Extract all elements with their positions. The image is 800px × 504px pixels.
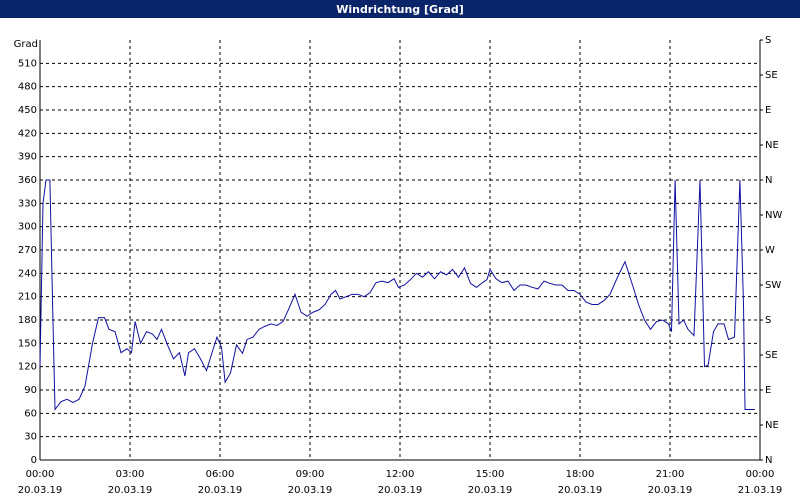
chart-title: Windrichtung [Grad] <box>336 3 464 16</box>
y-tick-label: 60 <box>24 408 37 419</box>
y-tick-label: 390 <box>18 152 37 163</box>
x-tick-date: 20.03.19 <box>648 485 693 496</box>
x-tick-date: 21.03.19 <box>738 485 783 496</box>
y-tick-label: 510 <box>18 58 37 69</box>
y2-tick-label: E <box>765 105 771 116</box>
y-tick-label: 270 <box>18 245 37 256</box>
x-tick-date: 20.03.19 <box>108 485 153 496</box>
x-tick-date: 20.03.19 <box>198 485 243 496</box>
y-axis-title: Grad <box>14 39 38 50</box>
y-tick-label: 180 <box>18 315 37 326</box>
y2-tick-label: NE <box>765 140 779 151</box>
y2-tick-label: S <box>765 35 771 46</box>
y2-tick-label: SW <box>765 280 781 291</box>
x-tick-label: 21:00 <box>656 469 685 480</box>
x-tick-label: 03:00 <box>116 469 145 480</box>
x-tick-label: 00:00 <box>26 469 55 480</box>
y-tick-label: 240 <box>18 268 37 279</box>
x-tick-label: 15:00 <box>476 469 505 480</box>
x-tick-label: 06:00 <box>206 469 235 480</box>
y-tick-label: 330 <box>18 198 37 209</box>
x-tick-date: 20.03.19 <box>18 485 63 496</box>
x-tick-date: 20.03.19 <box>378 485 423 496</box>
y2-tick-label: SE <box>765 70 778 81</box>
y-tick-label: 300 <box>18 222 37 233</box>
x-tick-label: 12:00 <box>386 469 415 480</box>
y2-tick-label: W <box>765 245 775 256</box>
y-tick-label: 120 <box>18 362 37 373</box>
title-bar <box>0 0 800 18</box>
y2-tick-label: NE <box>765 420 779 431</box>
y2-tick-label: N <box>765 175 772 186</box>
y-tick-label: 30 <box>24 432 37 443</box>
y-tick-label: 90 <box>24 385 37 396</box>
y2-tick-label: SE <box>765 350 778 361</box>
y2-tick-label: NW <box>765 210 782 221</box>
y2-tick-label: N <box>765 455 772 466</box>
y2-tick-label: S <box>765 315 771 326</box>
y-tick-label: 210 <box>18 292 37 303</box>
x-tick-date: 20.03.19 <box>558 485 603 496</box>
y-tick-label: 0 <box>31 455 37 466</box>
y2-tick-label: E <box>765 385 771 396</box>
x-tick-label: 00:00 <box>746 469 775 480</box>
x-tick-label: 09:00 <box>296 469 325 480</box>
y-tick-label: 480 <box>18 82 37 93</box>
x-tick-label: 18:00 <box>566 469 595 480</box>
x-tick-date: 20.03.19 <box>468 485 513 496</box>
y-tick-label: 450 <box>18 105 37 116</box>
x-tick-date: 20.03.19 <box>288 485 333 496</box>
y-tick-label: 150 <box>18 338 37 349</box>
y-tick-label: 420 <box>18 128 37 139</box>
data-line <box>39 179 755 411</box>
y-tick-label: 360 <box>18 175 37 186</box>
